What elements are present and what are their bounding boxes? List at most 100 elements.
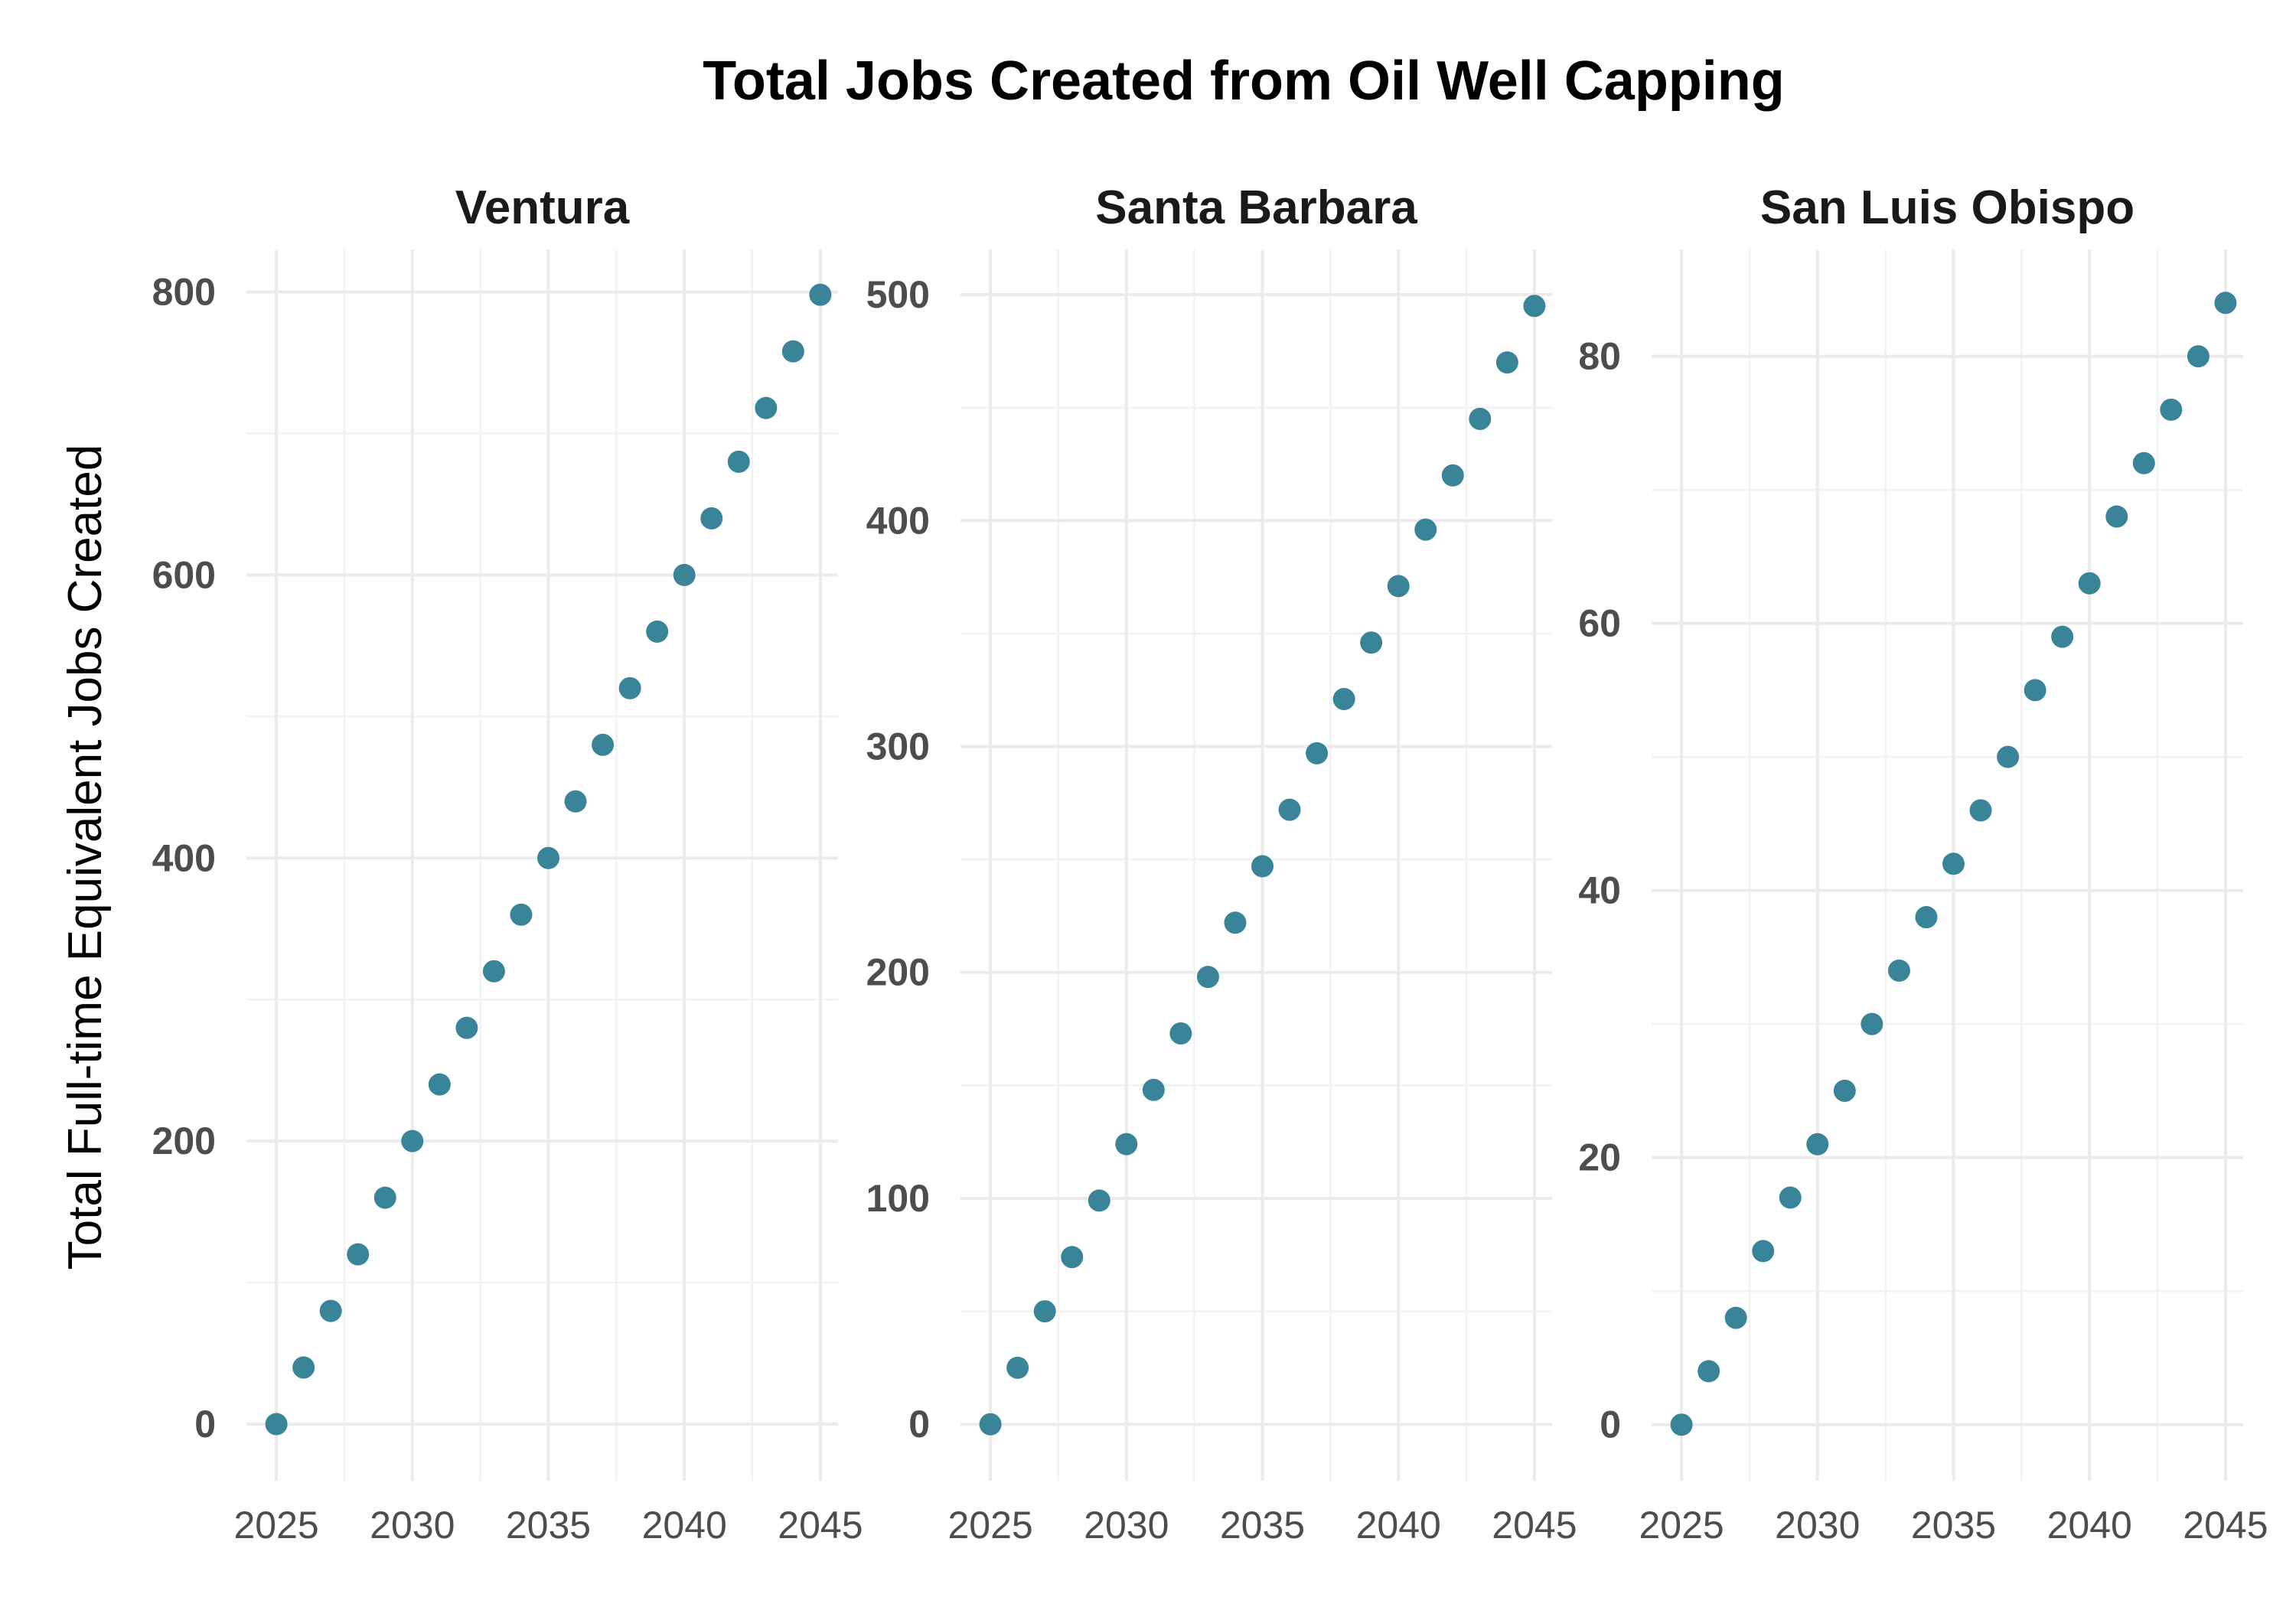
data-point [700,507,723,530]
data-point [347,1243,370,1266]
x-tick-label: 2045 [2183,1504,2268,1547]
data-point [1698,1360,1720,1383]
data-point [401,1129,424,1152]
data-point [1495,351,1518,374]
data-point [2187,345,2210,368]
data-point [1360,631,1383,654]
data-point [1278,798,1301,821]
data-point [618,676,641,699]
data-point [1169,1022,1192,1045]
data-point [292,1356,315,1379]
data-point [373,1186,396,1209]
data-point [2214,292,2237,315]
x-tick-label: 2030 [1084,1504,1169,1547]
y-tick-label: 0 [1600,1403,1621,1446]
data-point [1332,688,1355,711]
data-point [1441,464,1464,487]
data-point [1779,1186,1802,1209]
data-point [646,620,669,643]
data-point [1088,1189,1110,1212]
data-point [482,960,505,983]
y-tick-label: 800 [152,270,216,313]
y-tick-label: 600 [152,553,216,596]
data-point [1861,1012,1883,1035]
x-tick-label: 2030 [370,1504,455,1547]
x-tick-label: 2045 [778,1504,863,1547]
data-point [1915,906,1938,929]
y-tick-label: 0 [908,1403,930,1446]
data-point [1387,575,1410,598]
y-axis-label: Total Full-time Equivalent Jobs Created [59,445,112,1270]
x-tick-label: 2040 [2047,1504,2132,1547]
panel-santa-barbara: 0 100 200 300 400 500 2025 2030 2035 2040 2045 Sant… [866,181,1577,1547]
data-point [1752,1240,1775,1263]
data-point [781,340,804,363]
y-tick-label: 100 [866,1177,930,1220]
x-tick-label: 2035 [506,1504,591,1547]
data-point [319,1299,342,1322]
data-point [673,563,696,586]
y-tick-label: 200 [152,1120,216,1162]
data-point [1833,1079,1856,1102]
data-point [1724,1306,1747,1329]
y-tick-label: 40 [1578,869,1621,912]
data-point [1115,1133,1138,1156]
data-point [2078,572,2101,595]
x-tick-label: 2045 [1492,1504,1577,1547]
data-point [1224,911,1247,934]
data-point [455,1016,478,1039]
facet-label: Ventura [455,181,630,234]
data-point [1142,1078,1165,1101]
x-tick-label: 2040 [1356,1504,1441,1547]
data-point [1969,799,1992,822]
x-tick-label: 2025 [1639,1504,1724,1547]
y-tick-label: 200 [866,951,930,994]
data-point [1997,745,2020,768]
data-point [2132,451,2155,474]
data-point [1006,1356,1029,1379]
data-point [1033,1300,1056,1323]
data-point [536,846,559,869]
x-tick-label: 2035 [1220,1504,1305,1547]
chart-title: Total Jobs Created from Oil Well Capping [703,51,1785,112]
x-tick-label: 2040 [642,1504,727,1547]
data-point [1887,959,1910,982]
data-point [1806,1133,1829,1156]
data-point [1942,852,1965,875]
panel-ventura: 0 200 400 600 800 2025 2030 2035 2040 2045 Ventura [152,181,863,1547]
data-point [1414,518,1437,541]
data-point [2051,625,2074,648]
facet-label: Santa Barbara [1095,181,1417,234]
facet-label: San Luis Obispo [1760,181,2135,234]
data-point [1469,407,1492,430]
data-point [1251,855,1274,878]
data-point [1670,1413,1693,1436]
data-point [265,1413,288,1436]
data-point [428,1073,451,1096]
data-point [2105,505,2128,528]
data-point [564,790,587,813]
y-tick-label: 300 [866,725,930,768]
x-tick-label: 2025 [947,1504,1032,1547]
y-tick-label: 500 [866,273,930,316]
x-tick-label: 2035 [1911,1504,1996,1547]
x-tick-label: 2025 [233,1504,318,1547]
data-point [1523,295,1546,318]
data-point [2024,679,2047,702]
y-tick-label: 0 [194,1403,216,1446]
y-tick-label: 20 [1578,1136,1621,1179]
x-tick-label: 2030 [1775,1504,1860,1547]
data-point [809,283,832,306]
y-tick-label: 60 [1578,602,1621,645]
data-point [2160,398,2183,421]
data-point [1061,1246,1084,1269]
data-point [510,903,533,926]
y-tick-label: 400 [866,499,930,542]
data-point [755,396,778,419]
data-point [592,733,615,756]
data-point [727,450,750,473]
y-tick-label: 400 [152,836,216,879]
data-point [979,1413,1002,1436]
